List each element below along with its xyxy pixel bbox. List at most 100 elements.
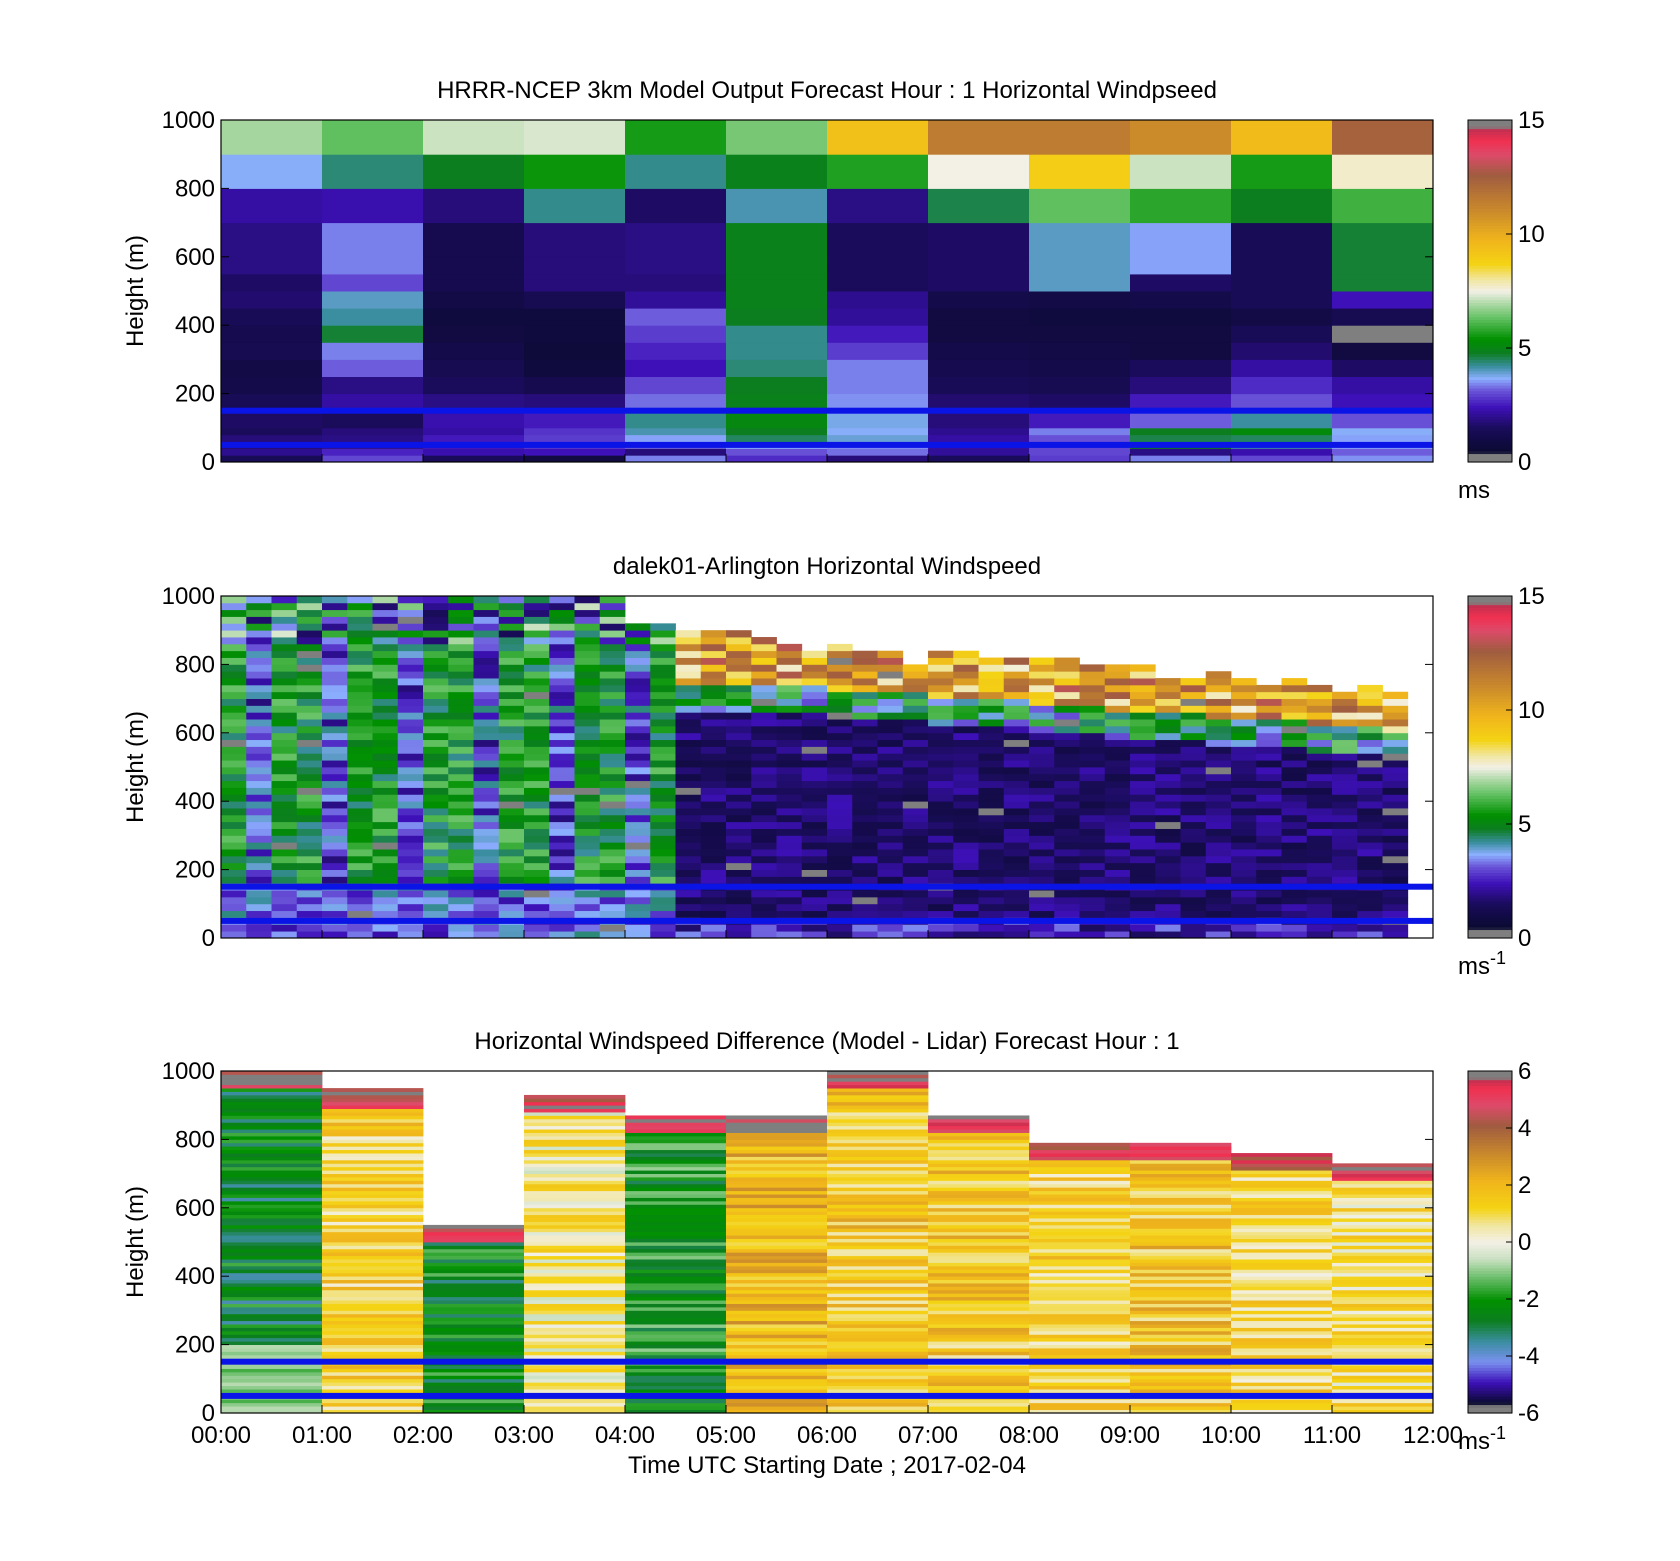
heatmap-cell (928, 1115, 1030, 1120)
heatmap-cell (524, 1409, 626, 1414)
heatmap-cell (524, 1204, 626, 1209)
colorbar-swatch (1468, 898, 1512, 902)
heatmap-cell (221, 1378, 323, 1383)
heatmap-cell (827, 773, 853, 782)
heatmap-cell (574, 869, 601, 877)
heatmap-cell (1256, 725, 1282, 734)
heatmap-cell (473, 910, 500, 918)
heatmap-cell (1231, 1276, 1333, 1281)
heatmap-cell (1382, 910, 1409, 918)
heatmap-cell (524, 1399, 626, 1404)
heatmap-cell (827, 1324, 929, 1328)
heatmap-cell (473, 657, 500, 665)
heatmap-cell (524, 787, 550, 795)
colorbar-swatch (1468, 900, 1512, 905)
heatmap-cell (271, 637, 298, 645)
heatmap-cell (221, 712, 247, 720)
heatmap-cell (221, 359, 323, 377)
heatmap-cell (1256, 684, 1282, 693)
heatmap-cell (928, 291, 1030, 309)
colorbar-swatch (1468, 405, 1512, 409)
heatmap-cell (625, 712, 651, 720)
heatmap-cell (625, 671, 651, 679)
heatmap-cell (1205, 910, 1232, 918)
heatmap-cell (1205, 890, 1232, 898)
heatmap-cell (221, 1320, 323, 1325)
heatmap-cell (271, 903, 298, 912)
heatmap-cell (246, 698, 272, 706)
heatmap-cell (1104, 855, 1131, 864)
heatmap-cell (498, 903, 525, 912)
heatmap-cell (1130, 1221, 1232, 1226)
heatmap-cell (1357, 869, 1383, 877)
heatmap-cell (1332, 705, 1358, 713)
heatmap-cell (1281, 691, 1308, 699)
heatmap-cell (1180, 801, 1207, 809)
heatmap-cell (827, 1142, 929, 1147)
heatmap-cell (221, 1074, 323, 1079)
heatmap-cell (1003, 842, 1030, 850)
heatmap-cell (271, 691, 298, 699)
heatmap-cell (827, 739, 853, 747)
heatmap-cell (751, 739, 777, 747)
heatmap-cell (1029, 821, 1055, 829)
heatmap-cell (221, 1204, 323, 1209)
heatmap-cell (1003, 739, 1030, 747)
colorbar-swatch (1468, 305, 1512, 309)
heatmap-cell (423, 1289, 525, 1294)
heatmap-cell (423, 448, 525, 456)
heatmap-cell (221, 1156, 323, 1161)
heatmap-cell (524, 855, 550, 864)
heatmap-cell (221, 1153, 323, 1157)
heatmap-cell (928, 739, 954, 747)
heatmap-cell (1130, 154, 1232, 189)
colorbar-swatch (1468, 1113, 1512, 1118)
heatmap-cell (827, 1283, 929, 1287)
heatmap-cell (1256, 849, 1282, 857)
heatmap-cell (726, 1375, 828, 1380)
heatmap-cell (1079, 732, 1106, 741)
heatmap-cell (423, 434, 525, 442)
colorbar-tick-label: 0 (1518, 925, 1531, 952)
colorbar-tick-label: -2 (1518, 1286, 1539, 1313)
heatmap-cell (221, 1289, 323, 1294)
heatmap-cell (322, 616, 348, 624)
colorbar-swatch (1468, 362, 1512, 366)
heatmap-cell (296, 903, 323, 912)
heatmap-cell (928, 671, 954, 679)
heatmap-cell (1231, 1187, 1333, 1192)
colorbar-swatch (1468, 749, 1512, 754)
heatmap-cell (423, 609, 449, 617)
heatmap-cell (625, 1248, 727, 1253)
heatmap-cell (978, 760, 1005, 768)
heatmap-cell (524, 1375, 626, 1380)
heatmap-cell (726, 393, 828, 412)
heatmap-cell (372, 657, 399, 665)
heatmap-cell (726, 1235, 828, 1239)
heatmap-cell (524, 1262, 626, 1267)
colorbar-swatch (1468, 373, 1512, 378)
heatmap-cell (726, 801, 752, 809)
heatmap-cell (928, 1317, 1030, 1322)
heatmap-cell (1029, 291, 1131, 309)
heatmap-cell (726, 1221, 828, 1226)
heatmap-cell (1155, 739, 1181, 747)
heatmap-cell (726, 705, 752, 713)
heatmap-cell (574, 787, 601, 795)
heatmap-cell (650, 821, 676, 829)
heatmap-cell (1281, 890, 1308, 898)
heatmap-cell (549, 760, 575, 768)
heatmap-cell (372, 910, 399, 918)
heatmap-cell (574, 657, 601, 665)
heatmap-cell (1029, 1221, 1131, 1226)
heatmap-cell (625, 1286, 727, 1291)
heatmap-cell (1029, 1146, 1131, 1151)
heatmap-cell (827, 1296, 929, 1301)
heatmap-cell (1231, 760, 1257, 768)
heatmap-cell (1180, 910, 1207, 918)
heatmap-cell (726, 787, 752, 795)
colorbar-swatch (1468, 1110, 1512, 1115)
heatmap-cell (1231, 1313, 1333, 1318)
heatmap-cell (397, 602, 424, 611)
colorbar-swatch (1468, 293, 1512, 298)
